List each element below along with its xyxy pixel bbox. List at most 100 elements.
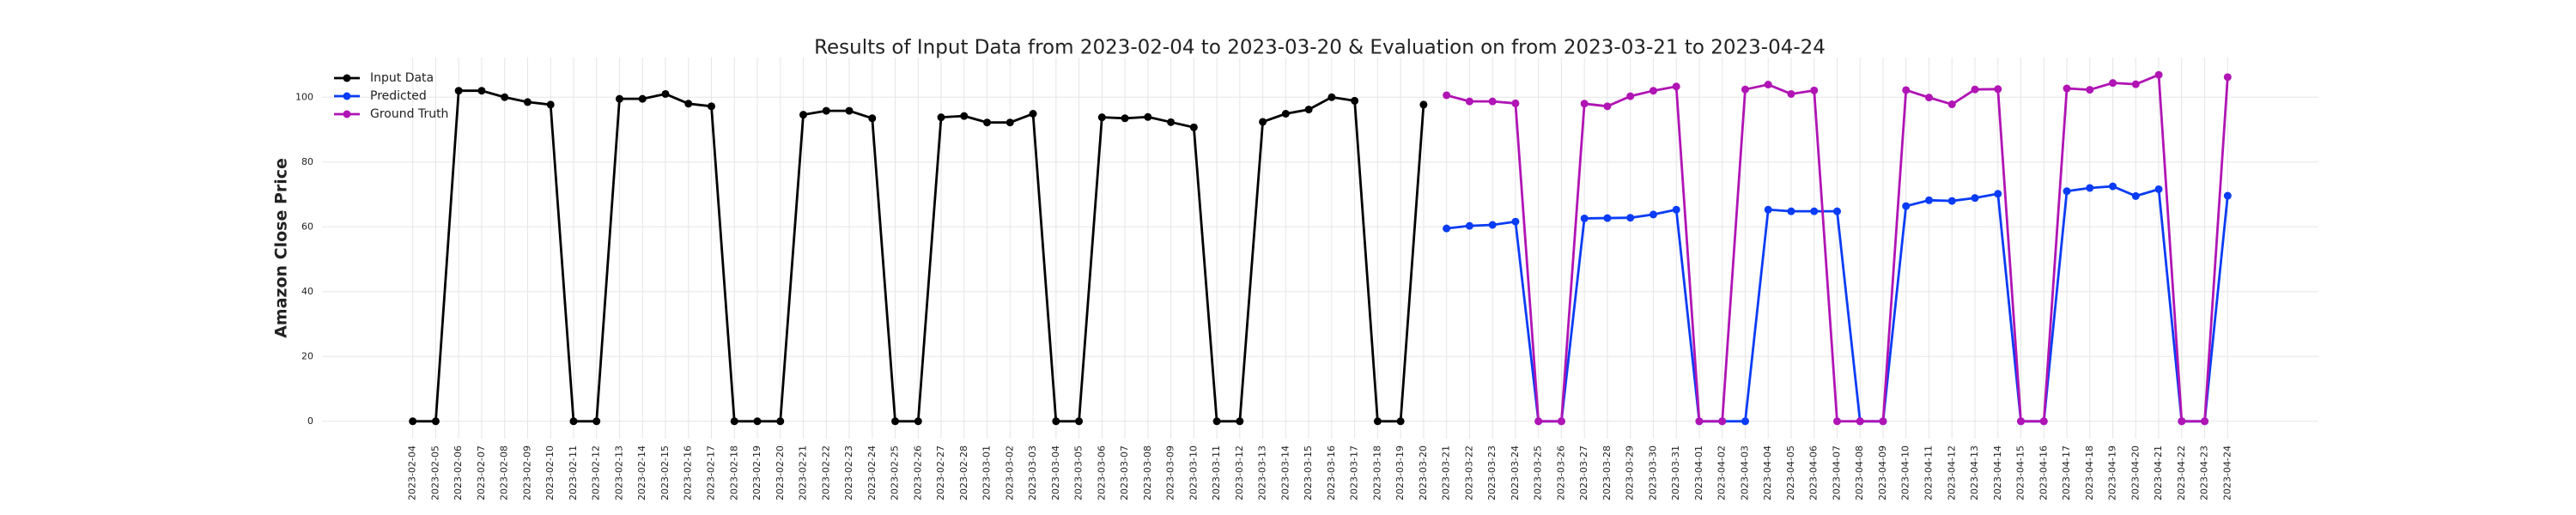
x-tick-label: 2023-02-11 [568, 445, 579, 500]
data-point [1075, 417, 1084, 426]
x-tick-label: 2023-03-03 [1027, 445, 1038, 500]
data-point [1144, 112, 1152, 121]
x-tick-label: 2023-03-05 [1073, 445, 1084, 500]
data-point [1649, 210, 1657, 219]
data-point [1488, 97, 1497, 106]
x-tick-label: 2023-04-12 [1946, 445, 1957, 500]
x-tick-label: 2023-04-14 [1992, 445, 2003, 500]
data-point [546, 100, 555, 109]
data-point [1741, 417, 1749, 426]
data-point [1695, 417, 1704, 426]
data-point [1832, 417, 1841, 426]
data-point [1741, 85, 1749, 94]
data-point [1304, 106, 1313, 114]
data-point [1764, 205, 1772, 214]
x-tick-label: 2023-03-30 [1647, 445, 1658, 500]
x-tick-label: 2023-03-10 [1188, 445, 1199, 500]
data-point [2063, 84, 2071, 93]
data-point [1052, 417, 1060, 426]
x-tick-label: 2023-03-18 [1371, 445, 1382, 500]
x-tick-label: 2023-02-26 [912, 445, 923, 500]
x-tick-label: 2023-03-19 [1394, 445, 1406, 500]
data-point [1764, 81, 1772, 89]
x-tick-label: 2023-04-18 [2084, 445, 2095, 500]
x-tick-label: 2023-02-25 [890, 445, 901, 500]
data-point [501, 93, 509, 101]
data-point [1373, 417, 1382, 426]
x-tick-label: 2023-03-31 [1670, 445, 1681, 500]
data-point [1603, 214, 1612, 222]
x-tick-label: 2023-03-20 [1418, 445, 1429, 500]
x-tick-label: 2023-03-29 [1625, 445, 1636, 500]
x-tick-label: 2023-03-21 [1441, 445, 1452, 500]
data-point [1902, 86, 1911, 94]
data-point [1511, 99, 1520, 107]
data-point [799, 111, 808, 119]
data-point [2154, 185, 2163, 193]
x-tick-label: 2023-04-17 [2061, 445, 2072, 500]
data-point [2178, 417, 2186, 426]
x-tick-label: 2023-04-07 [1831, 445, 1842, 500]
x-tick-label: 2023-03-22 [1463, 445, 1474, 500]
data-point [1580, 100, 1589, 108]
x-tick-label: 2023-02-20 [775, 445, 786, 500]
data-point [1511, 217, 1520, 226]
data-point [822, 106, 830, 115]
data-point [1626, 214, 1635, 222]
x-tick-label: 2023-04-03 [1739, 445, 1750, 500]
y-tick-label: 20 [301, 350, 313, 361]
data-point [2131, 80, 2140, 88]
data-point [1856, 417, 1864, 426]
data-point [960, 112, 969, 120]
data-point [2086, 86, 2094, 94]
legend-marker [343, 110, 351, 118]
data-point [1626, 92, 1635, 100]
data-point [1419, 100, 1428, 109]
x-tick-label: 2023-03-14 [1279, 445, 1291, 500]
data-point [1029, 110, 1037, 118]
x-tick-label: 2023-02-22 [820, 445, 831, 500]
x-tick-label: 2023-02-21 [798, 445, 809, 500]
data-point [1189, 123, 1198, 131]
x-tick-label: 2023-04-20 [2129, 445, 2141, 500]
data-point [1672, 205, 1680, 214]
x-tick-label: 2023-03-09 [1165, 445, 1176, 500]
x-tick-label: 2023-02-06 [453, 445, 464, 500]
x-tick-label: 2023-03-15 [1303, 445, 1314, 500]
x-tick-label: 2023-02-09 [521, 445, 532, 500]
data-point [1832, 207, 1841, 215]
x-tick-label: 2023-03-13 [1257, 445, 1268, 500]
data-point [477, 87, 486, 95]
x-tick-label: 2023-03-25 [1533, 445, 1544, 500]
x-tick-label: 2023-02-17 [705, 445, 716, 500]
data-point [2039, 417, 2048, 426]
data-point [891, 417, 900, 426]
x-tick-label: 2023-03-02 [1004, 445, 1015, 500]
data-point [1672, 82, 1680, 91]
data-point [1121, 114, 1129, 123]
data-point [2223, 191, 2232, 200]
data-point [1465, 97, 1473, 106]
data-point [707, 102, 715, 111]
data-point [569, 417, 578, 426]
data-point [1925, 196, 1934, 204]
data-point [1557, 417, 1565, 426]
x-tick-label: 2023-04-16 [2038, 445, 2049, 500]
data-point [1787, 207, 1795, 215]
x-tick-label: 2023-02-08 [499, 445, 510, 500]
x-tick-label: 2023-04-09 [1877, 445, 1888, 500]
data-point [1351, 96, 1359, 105]
data-point [937, 113, 945, 122]
data-point [1994, 85, 2002, 94]
data-point [2154, 70, 2163, 79]
x-tick-label: 2023-02-10 [544, 445, 556, 500]
x-tick-label: 2023-02-13 [613, 445, 624, 500]
y-tick-label: 100 [295, 91, 313, 102]
data-point [1925, 94, 1934, 102]
data-point [2109, 182, 2117, 191]
chart-title: Results of Input Data from 2023-02-04 to… [814, 37, 1826, 59]
x-tick-label: 2023-02-24 [866, 445, 878, 500]
x-tick-label: 2023-03-26 [1555, 445, 1566, 500]
data-point [431, 417, 440, 426]
data-point [684, 100, 693, 108]
